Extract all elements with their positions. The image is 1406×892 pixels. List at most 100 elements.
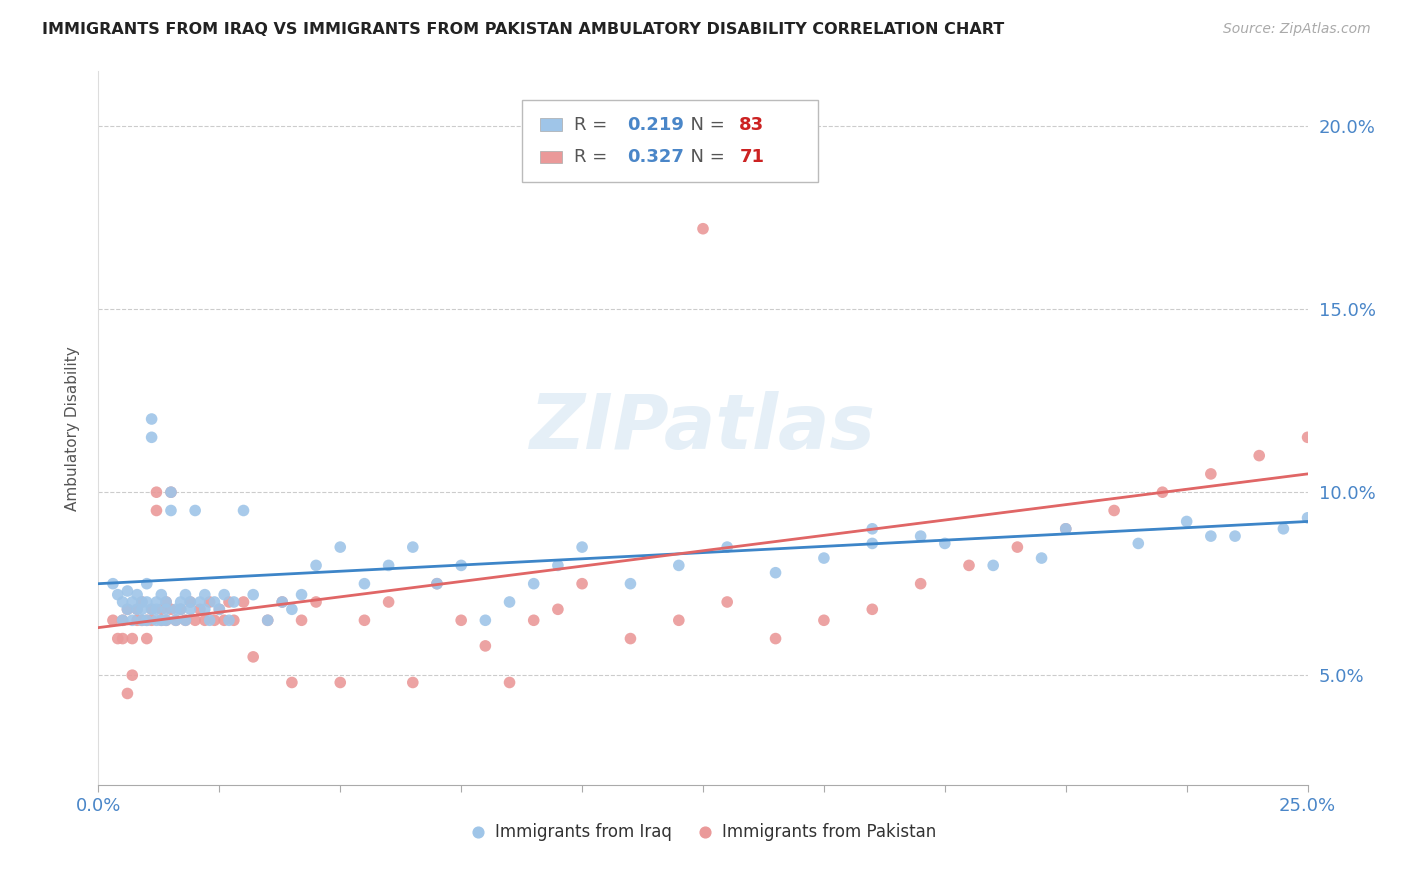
Point	[135, 632, 157, 646]
Point	[305, 595, 328, 609]
Point	[1054, 522, 1077, 536]
Point	[716, 540, 738, 554]
FancyBboxPatch shape	[540, 151, 561, 163]
Point	[188, 602, 211, 616]
Point	[150, 613, 173, 627]
Point	[1199, 529, 1222, 543]
Point	[242, 588, 264, 602]
Point	[208, 602, 231, 616]
Point	[145, 613, 167, 627]
Point	[329, 540, 352, 554]
Point	[111, 632, 134, 646]
Point	[160, 602, 183, 616]
Point	[860, 602, 883, 616]
Point	[141, 602, 163, 616]
FancyBboxPatch shape	[522, 100, 818, 182]
Point	[145, 503, 167, 517]
Point	[1007, 540, 1029, 554]
Point	[290, 613, 312, 627]
Point	[353, 613, 375, 627]
Point	[523, 613, 546, 627]
Point	[131, 613, 153, 627]
Point	[141, 602, 163, 616]
Point	[232, 595, 254, 609]
Point	[155, 613, 177, 627]
Point	[160, 503, 183, 517]
Point	[426, 576, 449, 591]
Point	[813, 613, 835, 627]
Point	[121, 668, 143, 682]
Point	[174, 613, 197, 627]
Point	[155, 595, 177, 609]
Text: N =: N =	[679, 116, 730, 134]
Point	[204, 613, 226, 627]
Point	[222, 613, 245, 627]
Point	[198, 613, 221, 627]
Point	[141, 613, 163, 627]
Point	[619, 632, 641, 646]
Point	[121, 632, 143, 646]
Point	[498, 675, 520, 690]
FancyBboxPatch shape	[540, 119, 561, 131]
Point	[256, 613, 278, 627]
Point	[141, 412, 163, 426]
Point	[218, 613, 240, 627]
Point	[305, 558, 328, 573]
Point	[212, 613, 235, 627]
Text: 83: 83	[740, 116, 765, 134]
Point	[194, 613, 217, 627]
Text: R =: R =	[574, 116, 613, 134]
Point	[1054, 522, 1077, 536]
Point	[155, 602, 177, 616]
Point	[571, 540, 593, 554]
Point	[981, 558, 1004, 573]
Point	[271, 595, 294, 609]
Point	[208, 602, 231, 616]
Point	[121, 595, 143, 609]
Point	[402, 675, 425, 690]
Point	[150, 588, 173, 602]
Point	[1031, 551, 1053, 566]
Point	[135, 576, 157, 591]
Point	[111, 613, 134, 627]
Point	[165, 613, 187, 627]
Point	[1175, 515, 1198, 529]
Point	[194, 602, 217, 616]
Point	[150, 602, 173, 616]
Point	[450, 613, 472, 627]
Point	[377, 558, 399, 573]
Point	[198, 595, 221, 609]
Point	[402, 540, 425, 554]
Point	[169, 595, 191, 609]
Point	[127, 602, 149, 616]
Point	[184, 503, 207, 517]
Text: R =: R =	[574, 148, 613, 166]
Point	[165, 602, 187, 616]
Point	[547, 558, 569, 573]
Point	[813, 551, 835, 566]
Point	[160, 485, 183, 500]
Point	[194, 588, 217, 602]
Text: N =: N =	[679, 148, 730, 166]
Point	[450, 558, 472, 573]
Point	[204, 595, 226, 609]
Point	[1296, 430, 1319, 444]
Point	[135, 595, 157, 609]
Point	[474, 639, 496, 653]
Point	[271, 595, 294, 609]
Text: Source: ZipAtlas.com: Source: ZipAtlas.com	[1223, 22, 1371, 37]
Point	[571, 576, 593, 591]
Point	[860, 522, 883, 536]
Point	[1152, 485, 1174, 500]
Point	[117, 602, 139, 616]
Y-axis label: Ambulatory Disability: Ambulatory Disability	[65, 346, 80, 510]
Point	[111, 613, 134, 627]
Point	[523, 576, 546, 591]
Point	[716, 595, 738, 609]
Point	[547, 602, 569, 616]
Point	[1128, 536, 1150, 550]
Point	[145, 602, 167, 616]
Point	[117, 686, 139, 700]
Text: IMMIGRANTS FROM IRAQ VS IMMIGRANTS FROM PAKISTAN AMBULATORY DISABILITY CORRELATI: IMMIGRANTS FROM IRAQ VS IMMIGRANTS FROM …	[42, 22, 1004, 37]
Point	[474, 613, 496, 627]
